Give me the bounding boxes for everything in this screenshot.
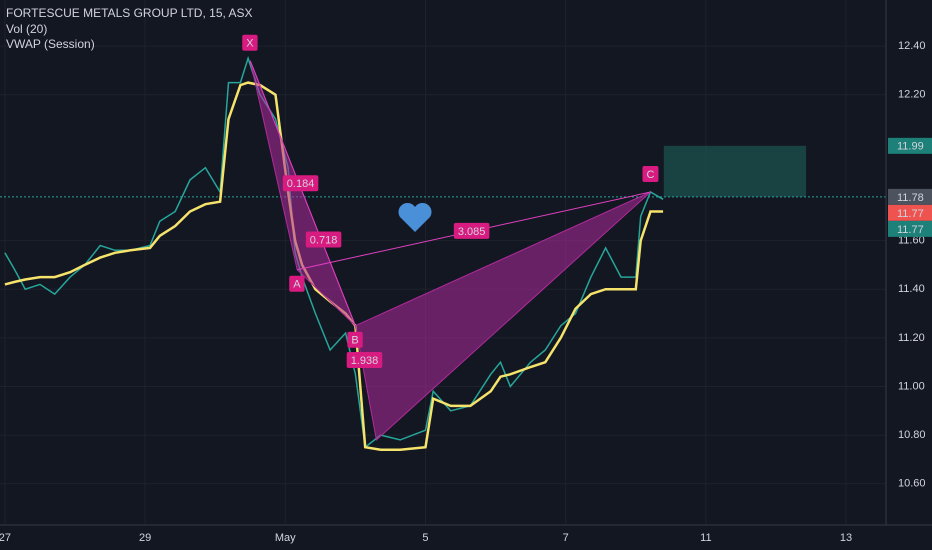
price-badge: 11.77 — [897, 208, 924, 220]
pattern-point-label-box — [242, 34, 258, 51]
x-tick-label: 13 — [840, 532, 852, 544]
x-tick-label: 11 — [700, 532, 711, 544]
x-tick-label: 27 — [0, 532, 11, 544]
vwap-label: VWAP (Session) — [6, 37, 95, 51]
pattern-point-label: A — [293, 279, 301, 291]
chart-title: FORTESCUE METALS GROUP LTD, 15, ASX — [6, 6, 253, 20]
y-tick-label: 11.00 — [898, 380, 925, 392]
price-badge: 11.78 — [897, 192, 924, 204]
pattern-bcd — [354, 191, 651, 441]
ratio-label: 1.938 — [351, 355, 379, 367]
ratio-label-box — [453, 222, 490, 239]
pattern-point-label-box — [347, 331, 363, 348]
ratio-label: 0.184 — [287, 178, 315, 190]
x-tick-label: May — [275, 532, 296, 544]
price-badge-box — [888, 137, 932, 154]
volume-label: Vol (20) — [6, 22, 47, 36]
pattern-leg — [249, 60, 356, 326]
price-badge-box — [888, 220, 932, 237]
series-line — [4, 55, 664, 449]
price-badge: 11.99 — [897, 141, 924, 153]
price-badge: 11.77 — [897, 224, 924, 236]
ratio-label-box — [305, 231, 342, 248]
y-tick-label: 12.40 — [898, 40, 926, 52]
pattern-point-label: B — [351, 335, 358, 347]
pattern-point-label-box — [289, 275, 305, 292]
pattern-point-label-box — [642, 166, 659, 183]
x-tick-label: 7 — [563, 532, 569, 544]
y-tick-label: 10.60 — [898, 478, 926, 490]
pattern-point-label: X — [246, 38, 254, 50]
x-tick-label: 29 — [139, 532, 151, 544]
y-tick-label: 11.60 — [898, 235, 925, 247]
x-tick-label: 5 — [422, 532, 428, 544]
series-line — [4, 81, 664, 451]
ratio-label: 0.718 — [310, 234, 338, 246]
pattern-point-label: C — [646, 169, 654, 181]
y-tick-label: 11.20 — [898, 332, 925, 344]
ratio-label-box — [346, 351, 383, 368]
y-tick-label: 10.80 — [898, 429, 926, 441]
ratio-label-box — [282, 175, 319, 192]
y-tick-label: 11.40 — [898, 283, 925, 295]
heart-icon — [398, 202, 432, 232]
price-badge-box — [888, 188, 932, 205]
price-badge-box — [888, 204, 932, 221]
y-tick-label: 12.20 — [898, 89, 926, 101]
ratio-label: 3.085 — [458, 226, 486, 238]
target-zone — [663, 145, 807, 197]
